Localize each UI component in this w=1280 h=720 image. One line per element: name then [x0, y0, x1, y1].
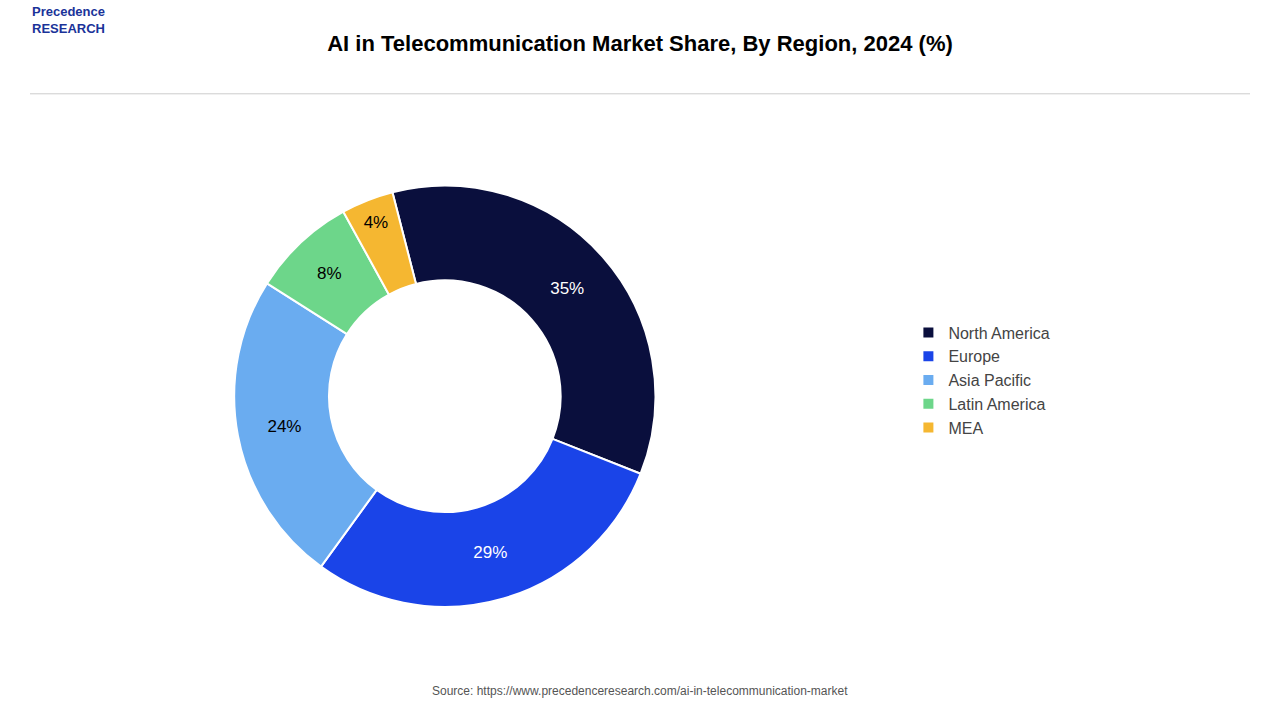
svg-text:PrecedenceRESEARCH: PrecedenceRESEARCH	[32, 4, 105, 36]
svg-text:35%: 35%	[550, 279, 584, 298]
svg-text:4%: 4%	[364, 213, 389, 232]
svg-text:Latin America: Latin America	[948, 396, 1045, 413]
svg-text:MEA: MEA	[948, 420, 983, 437]
svg-text:24%: 24%	[267, 417, 301, 436]
svg-text:Asia Pacific: Asia Pacific	[948, 372, 1031, 389]
svg-text:Source: https://www.precedence: Source: https://www.precedenceresearch.c…	[432, 684, 848, 698]
svg-text:Europe: Europe	[948, 348, 1000, 365]
svg-text:AI in Telecommunication Market: AI in Telecommunication Market Share, By…	[327, 31, 953, 56]
svg-text:29%: 29%	[473, 543, 507, 562]
svg-text:North America: North America	[948, 325, 1049, 342]
svg-text:8%: 8%	[317, 264, 342, 283]
